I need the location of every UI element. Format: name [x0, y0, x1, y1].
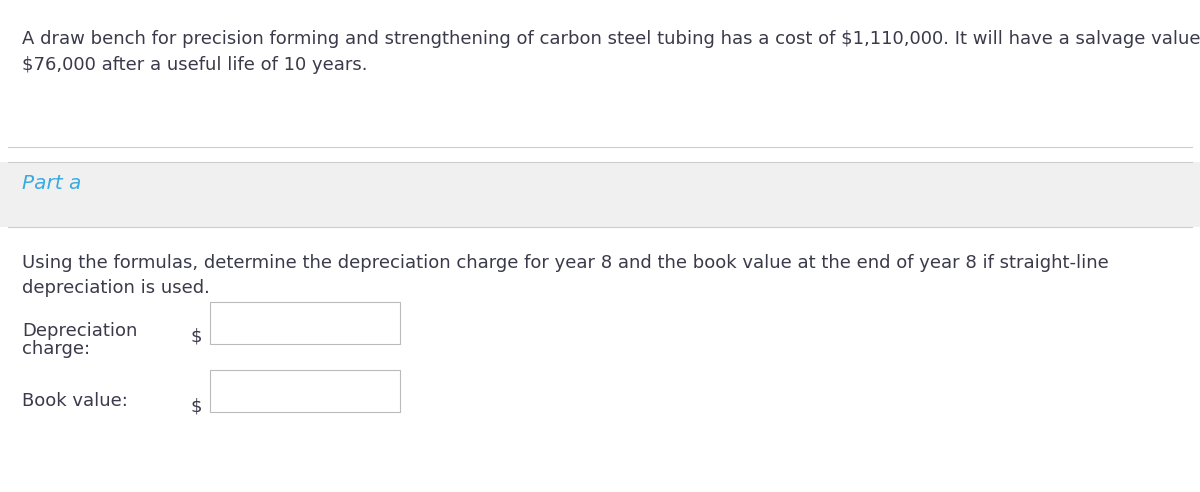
- FancyBboxPatch shape: [0, 0, 1200, 147]
- FancyBboxPatch shape: [210, 370, 400, 412]
- Text: A draw bench for precision forming and strengthening of carbon steel tubing has : A draw bench for precision forming and s…: [22, 30, 1200, 48]
- Text: Using the formulas, determine the depreciation charge for year 8 and the book va: Using the formulas, determine the deprec…: [22, 254, 1109, 272]
- Text: $: $: [190, 328, 202, 346]
- Text: Depreciation: Depreciation: [22, 322, 137, 340]
- Text: $: $: [190, 398, 202, 416]
- FancyBboxPatch shape: [0, 227, 1200, 492]
- FancyBboxPatch shape: [0, 147, 1200, 162]
- Text: Book value:: Book value:: [22, 392, 128, 410]
- Text: Part a: Part a: [22, 174, 82, 193]
- FancyBboxPatch shape: [210, 302, 400, 344]
- Text: $76,000 after a useful life of 10 years.: $76,000 after a useful life of 10 years.: [22, 56, 367, 74]
- Text: depreciation is used.: depreciation is used.: [22, 279, 210, 297]
- FancyBboxPatch shape: [0, 162, 1200, 227]
- Text: charge:: charge:: [22, 340, 90, 358]
